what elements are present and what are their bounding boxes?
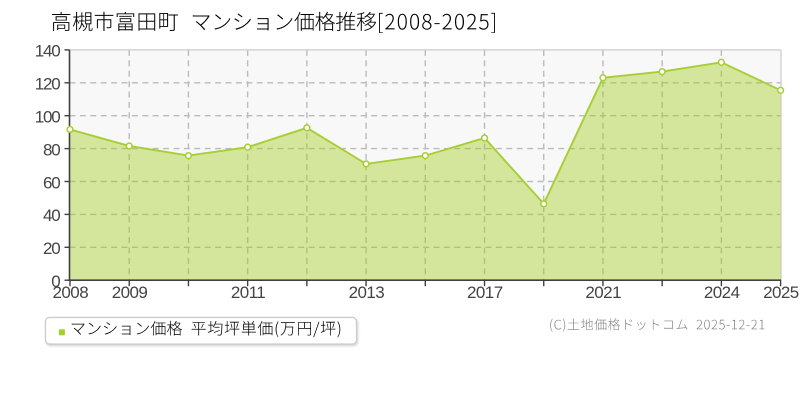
- svg-text:2013: 2013: [349, 283, 385, 302]
- svg-text:120: 120: [35, 75, 61, 94]
- svg-text:2008: 2008: [52, 283, 88, 302]
- svg-text:140: 140: [35, 42, 61, 61]
- svg-text:2017: 2017: [467, 283, 503, 302]
- svg-text:2024: 2024: [704, 283, 740, 302]
- svg-text:2011: 2011: [231, 283, 265, 302]
- svg-text:100: 100: [35, 108, 61, 127]
- svg-text:40: 40: [43, 206, 60, 225]
- svg-text:20: 20: [43, 239, 60, 258]
- svg-text:2009: 2009: [112, 283, 148, 302]
- svg-text:2025: 2025: [763, 283, 799, 302]
- svg-text:60: 60: [43, 173, 60, 192]
- svg-text:2021: 2021: [585, 283, 621, 302]
- svg-text:80: 80: [43, 140, 60, 159]
- svg-text:0: 0: [51, 272, 60, 291]
